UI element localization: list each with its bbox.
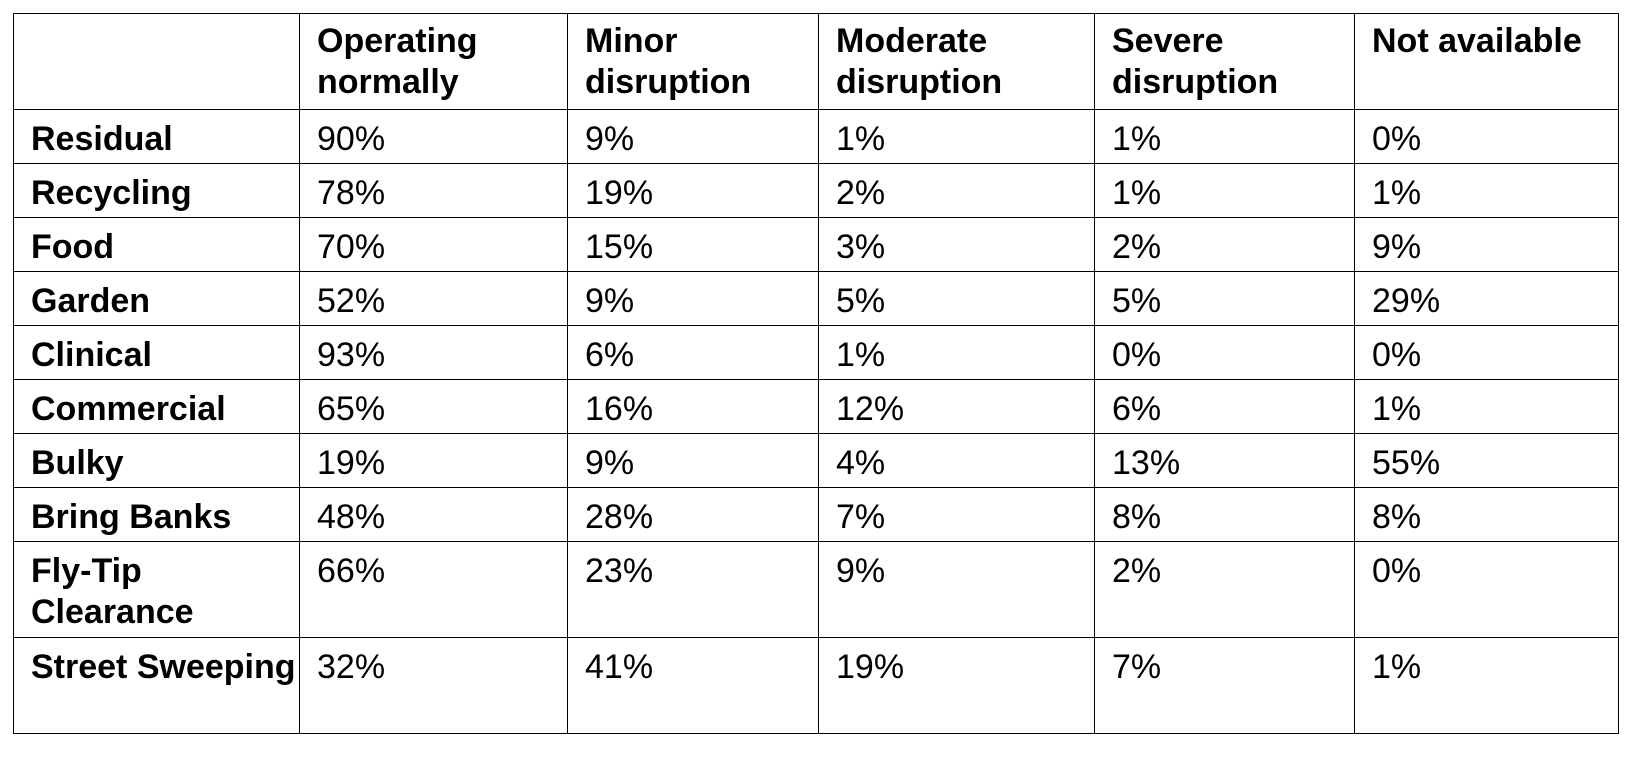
cell-value: 19% <box>818 637 1095 734</box>
cell-value: 13% <box>1094 433 1355 488</box>
row-label: Bring Banks <box>13 487 300 542</box>
cell-value: 1% <box>1094 109 1355 164</box>
service-disruption-table: Operating normally Minor disruption Mode… <box>13 13 1619 734</box>
cell-value: 3% <box>818 217 1095 272</box>
cell-value: 1% <box>1354 379 1619 434</box>
cell-value: 1% <box>1094 163 1355 218</box>
table-row: Bring Banks 48% 28% 7% 8% 8% <box>13 487 1619 542</box>
row-label: Commercial <box>13 379 300 434</box>
cell-value: 66% <box>299 541 568 638</box>
cell-value: 1% <box>818 109 1095 164</box>
table-row: Clinical 93% 6% 1% 0% 0% <box>13 325 1619 380</box>
cell-value: 52% <box>299 271 568 326</box>
cell-value: 90% <box>299 109 568 164</box>
cell-value: 8% <box>1094 487 1355 542</box>
cell-value: 78% <box>299 163 568 218</box>
cell-value: 7% <box>818 487 1095 542</box>
cell-value: 12% <box>818 379 1095 434</box>
cell-value: 8% <box>1354 487 1619 542</box>
column-header-not-available: Not available <box>1354 13 1619 110</box>
cell-value: 5% <box>1094 271 1355 326</box>
cell-value: 2% <box>1094 541 1355 638</box>
cell-value: 70% <box>299 217 568 272</box>
cell-value: 7% <box>1094 637 1355 734</box>
cell-value: 19% <box>299 433 568 488</box>
row-label: Garden <box>13 271 300 326</box>
cell-value: 1% <box>818 325 1095 380</box>
cell-value: 55% <box>1354 433 1619 488</box>
table-row: Food 70% 15% 3% 2% 9% <box>13 217 1619 272</box>
cell-value: 9% <box>1354 217 1619 272</box>
cell-value: 1% <box>1354 163 1619 218</box>
row-label: Fly-Tip Clearance <box>13 541 300 638</box>
cell-value: 6% <box>1094 379 1355 434</box>
cell-value: 0% <box>1354 325 1619 380</box>
cell-value: 19% <box>567 163 819 218</box>
column-header-severe-disruption: Severe disruption <box>1094 13 1355 110</box>
column-header-operating-normally: Operating normally <box>299 13 568 110</box>
cell-value: 9% <box>567 271 819 326</box>
cell-value: 29% <box>1354 271 1619 326</box>
cell-value: 41% <box>567 637 819 734</box>
cell-value: 5% <box>818 271 1095 326</box>
table-row: Street Sweeping 32% 41% 19% 7% 1% <box>13 637 1619 734</box>
cell-value: 15% <box>567 217 819 272</box>
cell-value: 1% <box>1354 637 1619 734</box>
cell-value: 9% <box>818 541 1095 638</box>
cell-value: 0% <box>1354 109 1619 164</box>
cell-value: 23% <box>567 541 819 638</box>
row-label: Residual <box>13 109 300 164</box>
cell-value: 4% <box>818 433 1095 488</box>
cell-value: 0% <box>1094 325 1355 380</box>
cell-value: 48% <box>299 487 568 542</box>
table-row: Residual 90% 9% 1% 1% 0% <box>13 109 1619 164</box>
column-header-moderate-disruption: Moderate disruption <box>818 13 1095 110</box>
cell-value: 6% <box>567 325 819 380</box>
cell-value: 2% <box>1094 217 1355 272</box>
row-label: Clinical <box>13 325 300 380</box>
cell-value: 16% <box>567 379 819 434</box>
cell-value: 28% <box>567 487 819 542</box>
table-row: Garden 52% 9% 5% 5% 29% <box>13 271 1619 326</box>
table-row: Commercial 65% 16% 12% 6% 1% <box>13 379 1619 434</box>
cell-value: 65% <box>299 379 568 434</box>
row-label: Street Sweeping <box>13 637 300 734</box>
table-row: Bulky 19% 9% 4% 13% 55% <box>13 433 1619 488</box>
cell-value: 93% <box>299 325 568 380</box>
column-header-minor-disruption: Minor disruption <box>567 13 819 110</box>
cell-value: 9% <box>567 109 819 164</box>
cell-value: 2% <box>818 163 1095 218</box>
cell-value: 0% <box>1354 541 1619 638</box>
cell-value: 9% <box>567 433 819 488</box>
table-header-row: Operating normally Minor disruption Mode… <box>13 13 1619 110</box>
cell-value: 32% <box>299 637 568 734</box>
row-label: Food <box>13 217 300 272</box>
table-row: Recycling 78% 19% 2% 1% 1% <box>13 163 1619 218</box>
table-row: Fly-Tip Clearance 66% 23% 9% 2% 0% <box>13 541 1619 638</box>
row-label: Recycling <box>13 163 300 218</box>
row-label: Bulky <box>13 433 300 488</box>
column-header-empty <box>13 13 300 110</box>
